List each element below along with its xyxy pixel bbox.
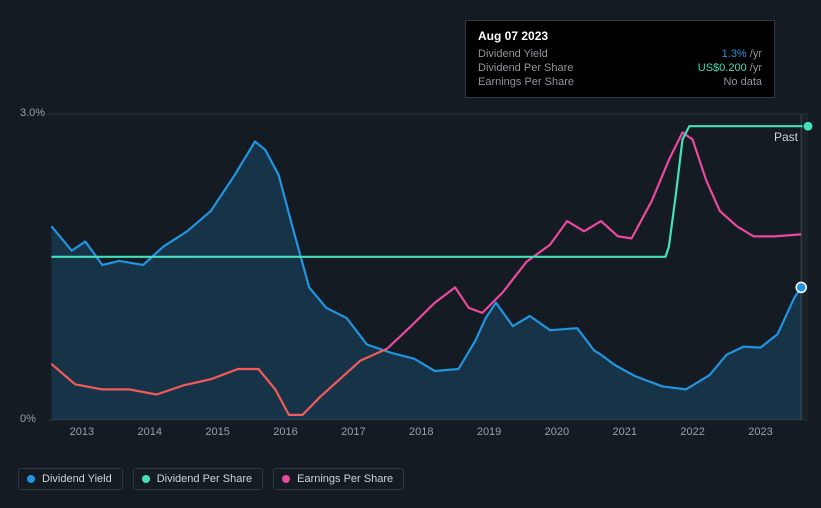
tooltip-row-label: Dividend Yield — [478, 48, 548, 60]
legend-item-dividend-yield[interactable]: Dividend Yield — [18, 468, 123, 490]
legend: Dividend Yield Dividend Per Share Earnings… — [18, 468, 404, 490]
legend-label: Dividend Per Share — [157, 473, 252, 485]
y-tick-label: 0% — [20, 413, 36, 425]
legend-dot — [27, 475, 35, 483]
dividend-chart: 0% 3.0% 2013 2014 2015 2016 2017 2018 2019 2020 2… — [0, 0, 821, 508]
tooltip-row: Dividend Yield 1.3% /yr — [478, 47, 762, 61]
tooltip-row: Dividend Per Share US$0.200 /yr — [478, 61, 762, 75]
tooltip-title: Aug 07 2023 — [478, 29, 762, 43]
plot-area — [48, 114, 808, 420]
y-tick-label: 3.0% — [20, 107, 45, 119]
x-tick-label: 2015 — [205, 426, 229, 438]
x-tick-label: 2022 — [680, 426, 704, 438]
tooltip: Aug 07 2023 Dividend Yield1.3% /yrDivide… — [465, 20, 775, 98]
x-tick-label: 2016 — [273, 426, 297, 438]
x-tick-label: 2018 — [409, 426, 433, 438]
x-tick-label: 2021 — [613, 426, 637, 438]
x-tick-label: 2019 — [477, 426, 501, 438]
x-tick-label: 2017 — [341, 426, 365, 438]
tooltip-row-value: 1.3% /yr — [722, 48, 762, 60]
legend-label: Dividend Yield — [42, 473, 112, 485]
tooltip-row-value: US$0.200 /yr — [698, 62, 762, 74]
x-tick-label: 2013 — [70, 426, 94, 438]
x-tick-label: 2023 — [748, 426, 772, 438]
tooltip-body: Dividend Yield1.3% /yrDividend Per Share… — [478, 47, 762, 89]
legend-item-dividend-per-share[interactable]: Dividend Per Share — [133, 468, 263, 490]
legend-dot — [142, 475, 150, 483]
legend-label: Earnings Per Share — [297, 473, 393, 485]
past-label: Past — [774, 130, 798, 144]
tooltip-row-label: Dividend Per Share — [478, 62, 573, 74]
legend-dot — [282, 475, 290, 483]
tooltip-row-value: No data — [723, 76, 762, 88]
tooltip-row: Earnings Per Share No data — [478, 75, 762, 89]
tooltip-row-label: Earnings Per Share — [478, 76, 574, 88]
legend-item-earnings-per-share[interactable]: Earnings Per Share — [273, 468, 404, 490]
x-tick-label: 2014 — [138, 426, 162, 438]
x-tick-label: 2020 — [545, 426, 569, 438]
